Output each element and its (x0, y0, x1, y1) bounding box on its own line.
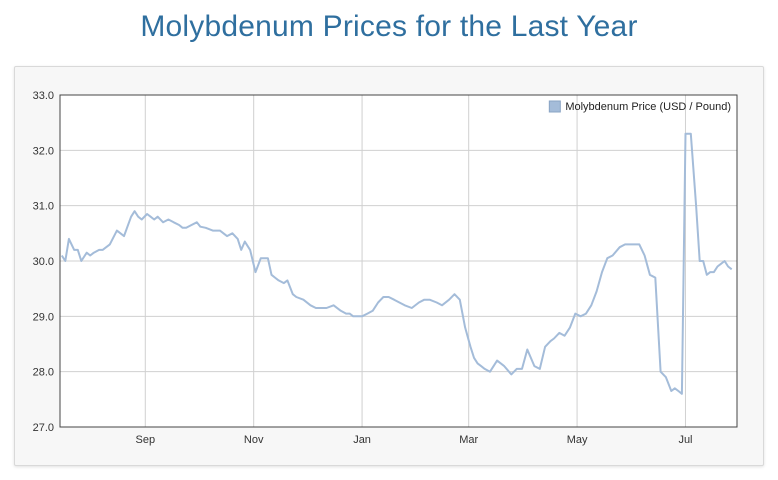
legend-swatch (548, 100, 561, 113)
y-tick-label: 30.0 (33, 256, 54, 268)
y-tick-label: 28.0 (33, 367, 54, 379)
chart-card: 27.0 28.0 29.0 30.0 31.0 32.0 33.0 Sep Nov Jan Mar… (14, 66, 764, 466)
y-tick-label: 31.0 (33, 201, 54, 213)
x-tick-label: Nov (244, 434, 264, 446)
x-tick-label: Jul (678, 434, 692, 446)
line-chart: 27.0 28.0 29.0 30.0 31.0 32.0 33.0 Sep Nov Jan Mar… (33, 90, 738, 446)
x-tick-label: Jan (353, 434, 371, 446)
page-title: Molybdenum Prices for the Last Year (140, 10, 638, 43)
x-tick-label: May (567, 434, 588, 446)
legend-label: Molybdenum Price (USD / Pound) (565, 101, 731, 113)
x-tick-label: Mar (459, 434, 478, 446)
y-tick-label: 33.0 (33, 90, 54, 102)
y-tick-label: 32.0 (33, 145, 54, 157)
series-line-0 (60, 132, 733, 395)
x-tick-label: Sep (136, 434, 156, 446)
y-tick-label: 29.0 (33, 311, 54, 323)
y-tick-label: 27.0 (33, 422, 54, 434)
plot-frame (59, 94, 738, 428)
